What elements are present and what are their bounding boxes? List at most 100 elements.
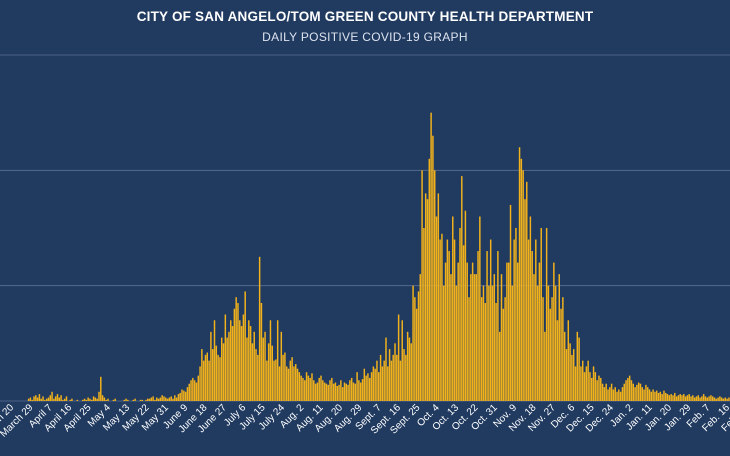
bar-day-143 — [264, 331, 266, 401]
bar-day-249 — [455, 285, 458, 401]
bar-day-170 — [313, 380, 315, 401]
bar-day-345 — [628, 375, 631, 401]
gridlines — [0, 54, 730, 402]
bar-day-55 — [105, 399, 107, 401]
bar-day-272 — [497, 251, 499, 401]
bar-day-82 — [154, 399, 156, 401]
bar-day-384 — [699, 397, 701, 401]
bar-day-176 — [323, 382, 326, 401]
bar-day-16 — [35, 395, 37, 401]
bar-day-153 — [282, 354, 284, 401]
bar-day-151 — [278, 366, 281, 401]
bar-day-300 — [547, 285, 550, 401]
bar-day-126 — [233, 308, 236, 401]
bar-day-264 — [482, 285, 485, 401]
bar-day-47 — [91, 399, 93, 401]
bar-day-209 — [383, 360, 385, 401]
bar-day-255 — [466, 262, 468, 401]
bar-day-319 — [581, 360, 584, 401]
bar-day-309 — [563, 331, 566, 401]
bar-day-338 — [616, 391, 618, 401]
bar-day-84 — [157, 398, 160, 401]
bar-day-286 — [522, 170, 524, 401]
bar-day-152 — [280, 331, 283, 401]
bar-day-56 — [107, 398, 109, 401]
bar-day-298 — [544, 331, 546, 401]
bar-day-192 — [352, 382, 355, 401]
bar-day-293 — [535, 239, 537, 401]
bar-day-148 — [273, 360, 275, 401]
bar-day-254 — [464, 210, 467, 401]
bar-day-93 — [174, 395, 176, 401]
bar-day-283 — [517, 262, 519, 401]
bar-day-14 — [31, 399, 33, 401]
bar-day-29 — [58, 397, 61, 401]
bar-day-117 — [217, 354, 219, 401]
bar-day-243 — [444, 262, 447, 401]
bar-day-121 — [224, 314, 227, 401]
bar-day-312 — [569, 343, 571, 401]
bar-day-295 — [538, 262, 541, 401]
bar-day-53 — [101, 395, 104, 401]
bar-day-90 — [168, 397, 171, 401]
bar-day-277 — [506, 262, 508, 401]
bar-day-127 — [235, 297, 237, 401]
bar-day-156 — [287, 368, 290, 401]
bar-day-305 — [556, 320, 559, 401]
bar-day-74 — [139, 399, 142, 401]
bar-day-196 — [359, 382, 362, 401]
bar-day-353 — [643, 389, 645, 401]
bar-day-173 — [318, 377, 320, 401]
bar-day-23 — [47, 397, 50, 401]
bar-day-78 — [146, 398, 149, 401]
bar-day-228 — [417, 291, 420, 401]
bar-day-88 — [165, 397, 167, 401]
bar-day-354 — [645, 384, 647, 401]
bar-day-302 — [551, 297, 553, 401]
bar-day-273 — [498, 331, 501, 401]
bar-day-227 — [415, 308, 418, 401]
bar-day-248 — [453, 239, 456, 401]
bar-day-45 — [87, 397, 89, 401]
bar-day-364 — [663, 390, 665, 401]
bar-day-137 — [253, 331, 255, 401]
bar-day-256 — [468, 297, 470, 401]
bar-day-164 — [302, 377, 304, 401]
bar-day-368 — [670, 394, 672, 401]
bar-day-114 — [211, 349, 214, 401]
bar-day-201 — [369, 377, 371, 401]
bar-day-379 — [690, 396, 692, 401]
bar-day-382 — [695, 396, 698, 401]
bar-day-332 — [605, 383, 607, 401]
bar-day-130 — [240, 326, 243, 401]
bar-day-265 — [484, 302, 486, 401]
bar-day-322 — [587, 360, 589, 401]
bar-day-282 — [515, 228, 517, 401]
bar-day-188 — [345, 383, 348, 401]
bar-day-356 — [648, 389, 651, 401]
bar-day-392 — [713, 397, 716, 401]
bar-day-120 — [222, 343, 225, 401]
bar-day-226 — [414, 297, 416, 401]
bar-day-59 — [112, 399, 115, 401]
bar-day-27 — [54, 396, 57, 401]
bar-day-381 — [693, 397, 696, 401]
bar-day-25 — [51, 391, 53, 401]
bar-day-314 — [572, 349, 575, 401]
bar-day-163 — [300, 375, 302, 401]
bar-day-271 — [495, 302, 497, 401]
bar-day-203 — [372, 366, 375, 401]
bar-day-296 — [540, 228, 542, 401]
bar-day-216 — [396, 354, 398, 401]
bar-day-340 — [619, 391, 622, 401]
bar-day-320 — [583, 372, 586, 401]
bar-day-222 — [406, 331, 409, 401]
bar-day-207 — [379, 354, 382, 401]
bar-day-118 — [219, 357, 221, 401]
bar-day-32 — [63, 398, 66, 401]
bar-day-233 — [426, 199, 429, 401]
bar-day-378 — [688, 394, 690, 401]
